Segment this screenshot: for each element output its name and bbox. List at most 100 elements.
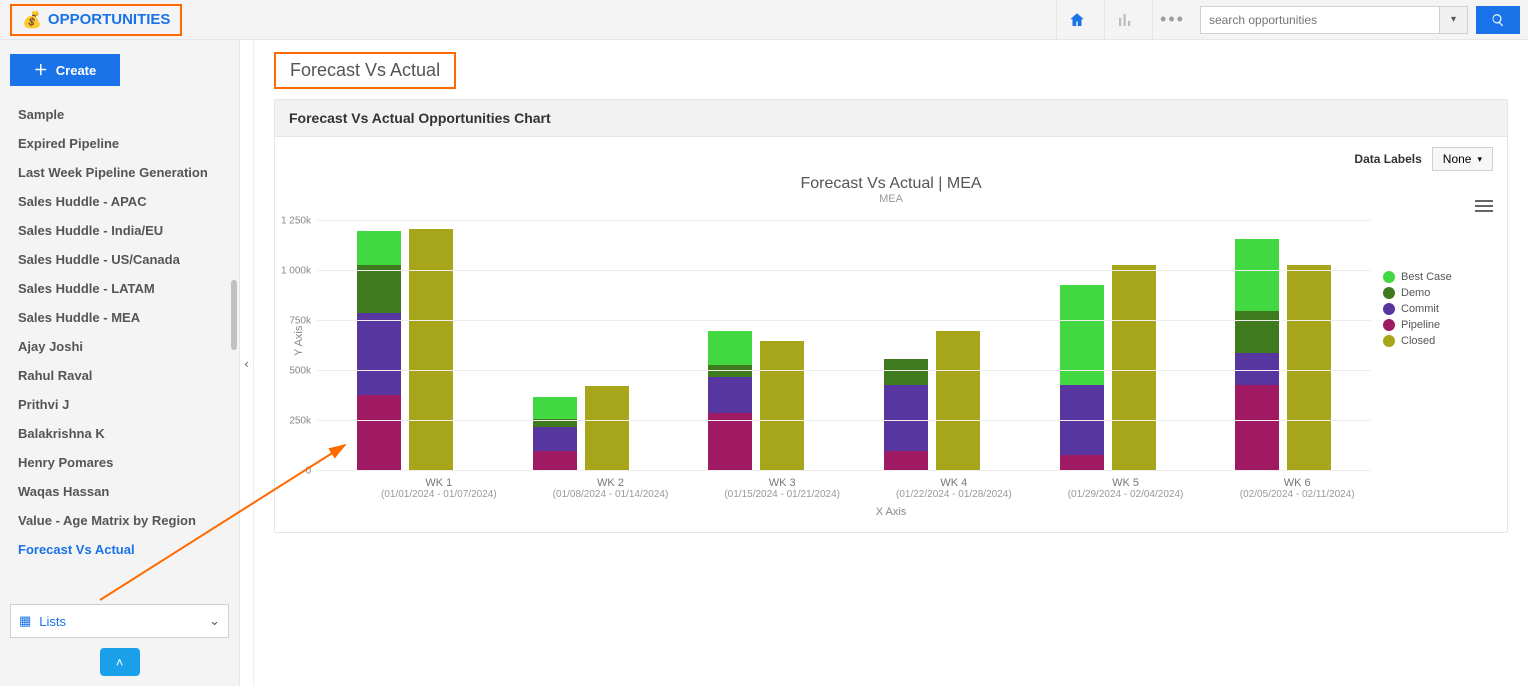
- sidebar-item[interactable]: Value - Age Matrix by Region: [10, 506, 229, 535]
- bar-segment-closed[interactable]: [936, 331, 980, 471]
- bar-segment-best-case[interactable]: [708, 331, 752, 365]
- search-scope-dropdown[interactable]: ▾: [1440, 6, 1468, 34]
- forecast-bar[interactable]: [1235, 239, 1279, 471]
- actual-bar[interactable]: [936, 331, 980, 471]
- legend-item[interactable]: Closed: [1383, 335, 1493, 347]
- actual-bar[interactable]: [585, 386, 629, 471]
- bar-segment-closed[interactable]: [585, 386, 629, 471]
- bar-segment-pipeline[interactable]: [1060, 455, 1104, 471]
- sidebar-item[interactable]: Sales Huddle - India/EU: [10, 216, 229, 245]
- x-axis-label: X Axis: [289, 506, 1493, 518]
- sidebar-item[interactable]: Sales Huddle - APAC: [10, 187, 229, 216]
- bar-segment-closed[interactable]: [1112, 265, 1156, 471]
- grid-line: 750k: [317, 320, 1371, 321]
- x-tick-label: WK 6: [1211, 477, 1383, 489]
- lists-label: Lists: [39, 614, 66, 629]
- bar-segment-closed[interactable]: [760, 341, 804, 471]
- bar-segment-best-case[interactable]: [1235, 239, 1279, 311]
- card-tools: Data Labels None ▾: [289, 147, 1493, 171]
- chart-subtitle: MEA: [289, 193, 1493, 205]
- sidebar-list[interactable]: SampleExpired PipelineLast Week Pipeline…: [10, 100, 229, 594]
- sidebar-item[interactable]: Waqas Hassan: [10, 477, 229, 506]
- actual-bar[interactable]: [1112, 265, 1156, 471]
- legend-swatch: [1383, 287, 1395, 299]
- bar-segment-commit[interactable]: [533, 427, 577, 451]
- sidebar-item[interactable]: Expired Pipeline: [10, 129, 229, 158]
- caret-down-icon: ▾: [1477, 154, 1482, 165]
- bar-segment-pipeline[interactable]: [533, 451, 577, 471]
- data-labels-label: Data Labels: [1354, 152, 1421, 166]
- home-icon[interactable]: [1056, 0, 1096, 39]
- sidebar-item[interactable]: Sales Huddle - LATAM: [10, 274, 229, 303]
- legend-item[interactable]: Best Case: [1383, 271, 1493, 283]
- data-labels-dropdown[interactable]: None ▾: [1432, 147, 1493, 171]
- chart-group: [317, 211, 493, 471]
- bar-segment-best-case[interactable]: [357, 231, 401, 265]
- chart-group: [844, 211, 1020, 471]
- actual-bar[interactable]: [1287, 265, 1331, 471]
- sidebar-item[interactable]: Last Week Pipeline Generation: [10, 158, 229, 187]
- legend-label: Demo: [1401, 287, 1430, 299]
- sidebar-item[interactable]: Balakrishna K: [10, 419, 229, 448]
- legend-swatch: [1383, 271, 1395, 283]
- bar-segment-pipeline[interactable]: [357, 395, 401, 471]
- topbar-right: ••• ▾: [1056, 0, 1520, 39]
- module-title-box: 💰 OPPORTUNITIES: [10, 4, 182, 36]
- x-tick-sublabel: (02/05/2024 - 02/11/2024): [1211, 489, 1383, 500]
- page-title: Forecast Vs Actual: [290, 60, 440, 80]
- bar-segment-demo[interactable]: [708, 365, 752, 377]
- create-label: Create: [56, 63, 96, 78]
- legend-item[interactable]: Commit: [1383, 303, 1493, 315]
- chart-block: Y Axis 0250k500k750k1 000k1 250k Best Ca…: [289, 211, 1493, 471]
- y-tick-label: 1 250k: [263, 216, 311, 227]
- sidebar-item[interactable]: Sales Huddle - US/Canada: [10, 245, 229, 274]
- forecast-bar[interactable]: [884, 359, 928, 471]
- bar-segment-closed[interactable]: [1287, 265, 1331, 471]
- forecast-bar[interactable]: [533, 397, 577, 471]
- lists-dropdown[interactable]: ▦ Lists ⌄: [10, 604, 229, 638]
- sidebar-item[interactable]: Prithvi J: [10, 390, 229, 419]
- more-icon[interactable]: •••: [1152, 0, 1192, 39]
- bar-segment-closed[interactable]: [409, 229, 453, 471]
- money-bag-icon: 💰: [22, 10, 42, 30]
- actual-bar[interactable]: [760, 341, 804, 471]
- create-button[interactable]: ＋ Create: [10, 54, 120, 86]
- sidebar-item[interactable]: Sales Huddle - MEA: [10, 303, 229, 332]
- forecast-bar[interactable]: [1060, 285, 1104, 471]
- chevron-up-icon: ˄: [116, 655, 124, 670]
- bar-segment-pipeline[interactable]: [884, 451, 928, 471]
- bar-segment-commit[interactable]: [884, 385, 928, 451]
- legend-item[interactable]: Pipeline: [1383, 319, 1493, 331]
- sidebar-item[interactable]: Rahul Raval: [10, 361, 229, 390]
- bar-segment-best-case[interactable]: [533, 397, 577, 419]
- sidebar-collapse-handle[interactable]: ‹: [240, 40, 254, 686]
- bar-segment-pipeline[interactable]: [1235, 385, 1279, 471]
- chart-group: [1020, 211, 1196, 471]
- bar-segment-pipeline[interactable]: [708, 413, 752, 471]
- scroll-top-button[interactable]: ˄: [100, 648, 140, 676]
- actual-bar[interactable]: [409, 229, 453, 471]
- bar-segment-demo[interactable]: [1235, 311, 1279, 353]
- bar-chart-icon[interactable]: [1104, 0, 1144, 39]
- bar-segment-demo[interactable]: [357, 265, 401, 313]
- sidebar-item[interactable]: Ajay Joshi: [10, 332, 229, 361]
- legend-item[interactable]: Demo: [1383, 287, 1493, 299]
- bar-segment-commit[interactable]: [357, 313, 401, 395]
- chart-plot: 0250k500k750k1 000k1 250k: [317, 211, 1371, 471]
- bar-segment-commit[interactable]: [1235, 353, 1279, 385]
- chart-group: [668, 211, 844, 471]
- card-body: Data Labels None ▾ Forecast Vs Actual | …: [275, 137, 1507, 532]
- search-input[interactable]: [1200, 6, 1440, 34]
- forecast-bar[interactable]: [357, 231, 401, 471]
- scrollbar-thumb[interactable]: [231, 280, 237, 350]
- sidebar-item[interactable]: Forecast Vs Actual: [10, 535, 229, 564]
- chart-menu-icon[interactable]: [1475, 197, 1493, 215]
- forecast-bar[interactable]: [708, 331, 752, 471]
- top-bar: 💰 OPPORTUNITIES ••• ▾: [0, 0, 1528, 40]
- sidebar-item[interactable]: Sample: [10, 100, 229, 129]
- search-button[interactable]: [1476, 6, 1520, 34]
- legend-swatch: [1383, 303, 1395, 315]
- bar-segment-demo[interactable]: [884, 359, 928, 385]
- sidebar-item[interactable]: Henry Pomares: [10, 448, 229, 477]
- bar-segment-commit[interactable]: [708, 377, 752, 413]
